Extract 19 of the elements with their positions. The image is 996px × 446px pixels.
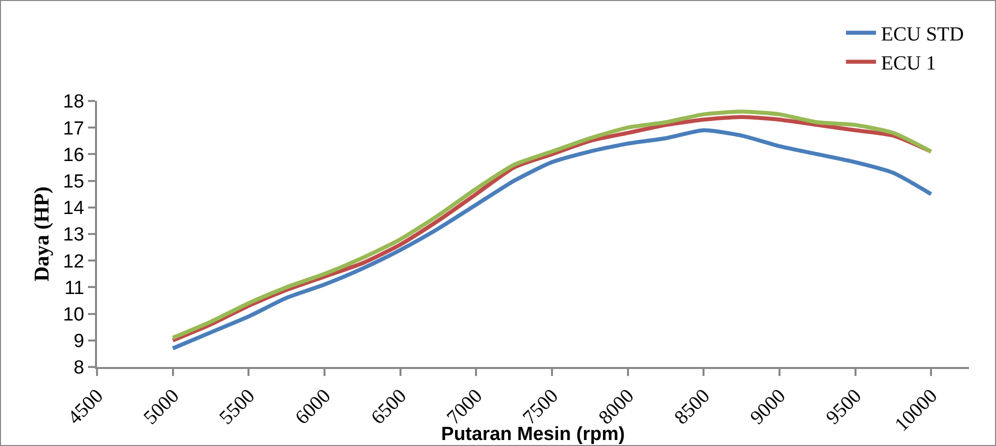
y-tick-label: 12: [63, 251, 84, 272]
y-tick-label: 8: [74, 358, 84, 379]
y-tick-label: 14: [63, 198, 85, 220]
y-tick-label: 9: [74, 331, 84, 352]
x-tick-label: 4500: [64, 385, 108, 429]
y-tick-label: 10: [63, 304, 84, 326]
legend-label: ECU 1: [881, 52, 936, 75]
y-tick-label: 16: [63, 144, 84, 166]
x-axis-title: Putaran Mesin (rpm): [441, 424, 625, 445]
y-tick-label: 11: [64, 278, 84, 299]
legend-label: ECU STD: [881, 24, 964, 46]
y-axis-title: Daya (HP): [30, 186, 54, 282]
y-tick-label: 17: [63, 118, 84, 140]
y-tick-label: 13: [63, 224, 84, 246]
y-tick-label: 15: [63, 171, 84, 192]
x-tick-label: 6000: [291, 385, 336, 429]
x-tick-label: 6500: [367, 385, 411, 429]
x-tick-label: 8500: [670, 385, 714, 429]
y-tick-label: 18: [63, 92, 84, 113]
